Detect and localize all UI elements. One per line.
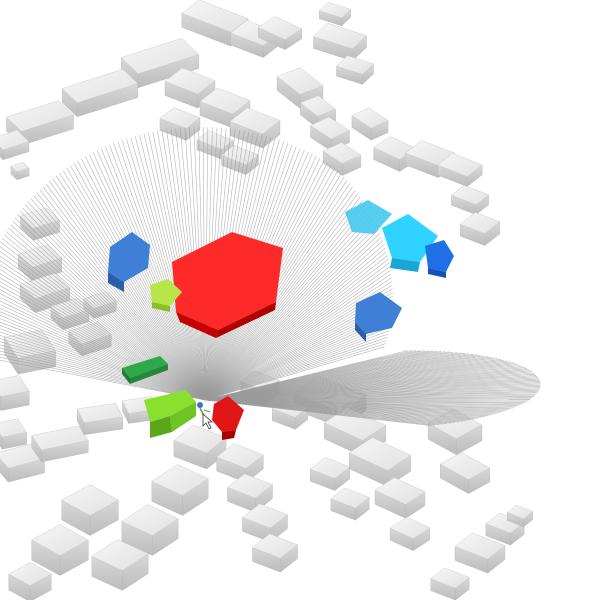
building: [159, 107, 201, 141]
visible-building-cyan[interactable]: [345, 200, 438, 272]
visible-building-lime[interactable]: [150, 279, 182, 312]
building: [61, 68, 139, 118]
building: [313, 22, 367, 62]
observer-pin-icon[interactable]: [212, 396, 244, 440]
visible-building-blue-left[interactable]: [108, 232, 150, 292]
building: [251, 533, 299, 573]
building: [226, 473, 274, 513]
building: [389, 516, 431, 552]
building: [31, 524, 89, 576]
building: [437, 153, 483, 187]
building: [0, 375, 30, 412]
building: [450, 185, 490, 216]
building: [309, 457, 351, 492]
building: [20, 207, 60, 241]
building: [31, 425, 89, 463]
building: [439, 452, 491, 494]
mouse-pointer-icon: [202, 413, 214, 430]
building: [430, 567, 470, 600]
observer[interactable]: [197, 396, 244, 440]
building: [216, 443, 264, 483]
building: [173, 424, 227, 470]
building: [121, 504, 179, 556]
building: [330, 487, 370, 521]
building: [506, 504, 534, 528]
building: [257, 16, 303, 51]
building: [459, 212, 501, 247]
visible-building-dark-green[interactable]: [122, 356, 168, 384]
visible-building-blue-right[interactable]: [355, 292, 402, 342]
visible-building-deep-blue[interactable]: [425, 240, 454, 278]
building: [19, 273, 71, 314]
building: [336, 55, 374, 85]
viewshed-rays: [0, 127, 541, 426]
building: [0, 418, 28, 450]
building: [10, 161, 30, 181]
building: [151, 464, 209, 516]
visible-building-green[interactable]: [144, 390, 196, 438]
building: [485, 512, 525, 546]
building: [374, 477, 426, 519]
visibility-highlights: [108, 200, 454, 438]
building: [76, 402, 124, 435]
visible-building-red-mass[interactable]: [172, 232, 283, 338]
building: [454, 532, 506, 574]
building: [61, 484, 119, 536]
building: [8, 562, 52, 600]
building: [241, 503, 289, 543]
building: [229, 107, 281, 149]
building: [322, 142, 362, 176]
building: [318, 1, 352, 27]
building: [0, 129, 30, 161]
building: [91, 539, 149, 591]
building: [164, 67, 216, 109]
building: [351, 107, 389, 141]
